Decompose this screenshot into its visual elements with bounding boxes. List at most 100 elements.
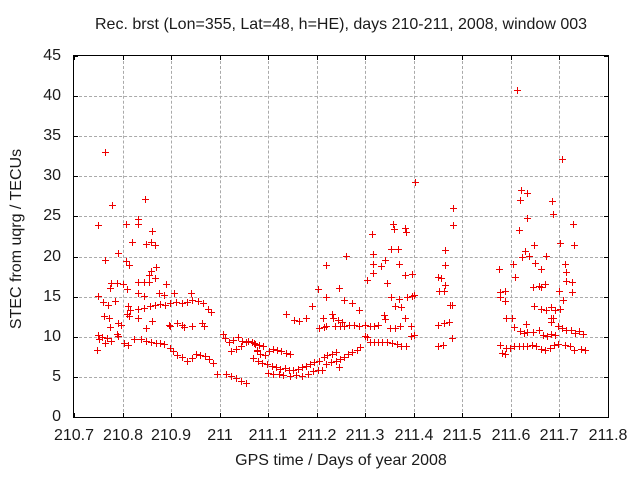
data-point-marker	[265, 370, 272, 377]
data-point-marker	[533, 343, 540, 350]
data-point-marker	[519, 254, 526, 261]
data-point-marker	[167, 345, 174, 352]
data-point-marker	[543, 307, 550, 314]
data-point-marker	[435, 343, 442, 350]
data-point-marker	[549, 198, 556, 205]
x-gridline	[462, 56, 463, 417]
data-point-marker	[120, 281, 127, 288]
data-point-marker	[550, 315, 557, 322]
data-point-marker	[291, 317, 298, 324]
data-point-marker	[563, 327, 570, 334]
data-point-marker	[339, 319, 346, 326]
data-point-marker	[507, 345, 514, 352]
data-point-marker	[148, 268, 155, 275]
data-point-marker	[94, 347, 101, 354]
x-tick-label: 210.8	[102, 427, 144, 444]
y-tick-mark	[604, 257, 608, 258]
data-point-marker	[438, 275, 445, 282]
data-point-marker	[200, 300, 207, 307]
data-point-marker	[95, 222, 102, 229]
data-point-marker	[552, 307, 559, 314]
data-point-marker	[323, 323, 330, 330]
data-point-marker	[398, 343, 405, 350]
data-point-marker	[518, 187, 525, 194]
data-point-marker	[357, 344, 364, 351]
data-point-marker	[397, 323, 404, 330]
data-point-marker	[388, 246, 395, 253]
data-point-marker	[336, 364, 343, 371]
data-point-marker	[502, 298, 509, 305]
data-point-marker	[251, 340, 258, 347]
data-point-marker	[125, 303, 132, 310]
data-point-marker	[333, 358, 340, 365]
data-point-marker	[163, 281, 170, 288]
data-point-marker	[403, 343, 410, 350]
data-point-marker	[114, 280, 121, 287]
y-tick-mark	[74, 176, 78, 177]
data-point-marker	[105, 302, 112, 309]
data-point-marker	[442, 262, 449, 269]
data-point-marker	[572, 330, 579, 337]
data-point-marker	[398, 304, 405, 311]
data-point-marker	[384, 280, 391, 287]
data-point-marker	[442, 247, 449, 254]
y-tick-label: 45	[43, 47, 61, 64]
data-point-marker	[382, 257, 389, 264]
data-point-marker	[135, 216, 142, 223]
data-point-marker	[341, 354, 348, 361]
data-point-marker	[520, 343, 527, 350]
data-point-marker	[152, 275, 159, 282]
data-point-marker	[135, 290, 142, 297]
data-point-marker	[362, 322, 369, 329]
data-point-marker	[345, 351, 352, 358]
data-point-marker	[310, 368, 317, 375]
data-point-marker	[562, 342, 569, 349]
x-gridline	[559, 56, 560, 417]
x-tick-mark	[74, 56, 75, 60]
data-point-marker	[127, 307, 134, 314]
data-point-marker	[179, 322, 186, 329]
data-point-marker	[336, 285, 343, 292]
data-point-marker	[408, 333, 415, 340]
data-point-marker	[259, 360, 266, 367]
data-point-marker	[123, 258, 130, 265]
x-tick-mark	[608, 56, 609, 60]
y-tick-mark	[604, 136, 608, 137]
data-point-marker	[371, 339, 378, 346]
data-point-marker	[319, 367, 326, 374]
data-point-marker	[402, 272, 409, 279]
data-point-marker	[233, 346, 240, 353]
data-point-marker	[309, 303, 316, 310]
data-point-marker	[95, 332, 102, 339]
y-tick-mark	[604, 297, 608, 298]
y-tick-mark	[604, 337, 608, 338]
x-tick-mark	[511, 56, 512, 60]
y-gridline	[74, 176, 608, 177]
data-point-marker	[126, 313, 133, 320]
data-point-marker	[502, 351, 509, 358]
data-point-marker	[548, 331, 555, 338]
data-point-marker	[503, 315, 510, 322]
data-point-marker	[195, 298, 202, 305]
data-point-marker	[115, 320, 122, 327]
data-point-marker	[293, 372, 300, 379]
data-point-marker	[256, 342, 263, 349]
data-point-marker	[95, 293, 102, 300]
x-tick-mark	[608, 413, 609, 417]
x-tick-mark	[365, 413, 366, 417]
x-gridline	[268, 56, 269, 417]
data-point-marker	[559, 156, 566, 163]
data-point-marker	[367, 323, 374, 330]
data-point-marker	[341, 323, 348, 330]
data-point-marker	[529, 342, 536, 349]
data-point-marker	[354, 347, 361, 354]
data-point-marker	[542, 347, 549, 354]
data-point-marker	[173, 299, 180, 306]
y-tick-mark	[74, 417, 78, 418]
data-point-marker	[239, 338, 246, 345]
y-tick-mark	[604, 216, 608, 217]
data-point-marker	[449, 335, 456, 342]
data-point-marker	[205, 306, 212, 313]
data-point-marker	[321, 324, 328, 331]
data-point-marker	[497, 342, 504, 349]
